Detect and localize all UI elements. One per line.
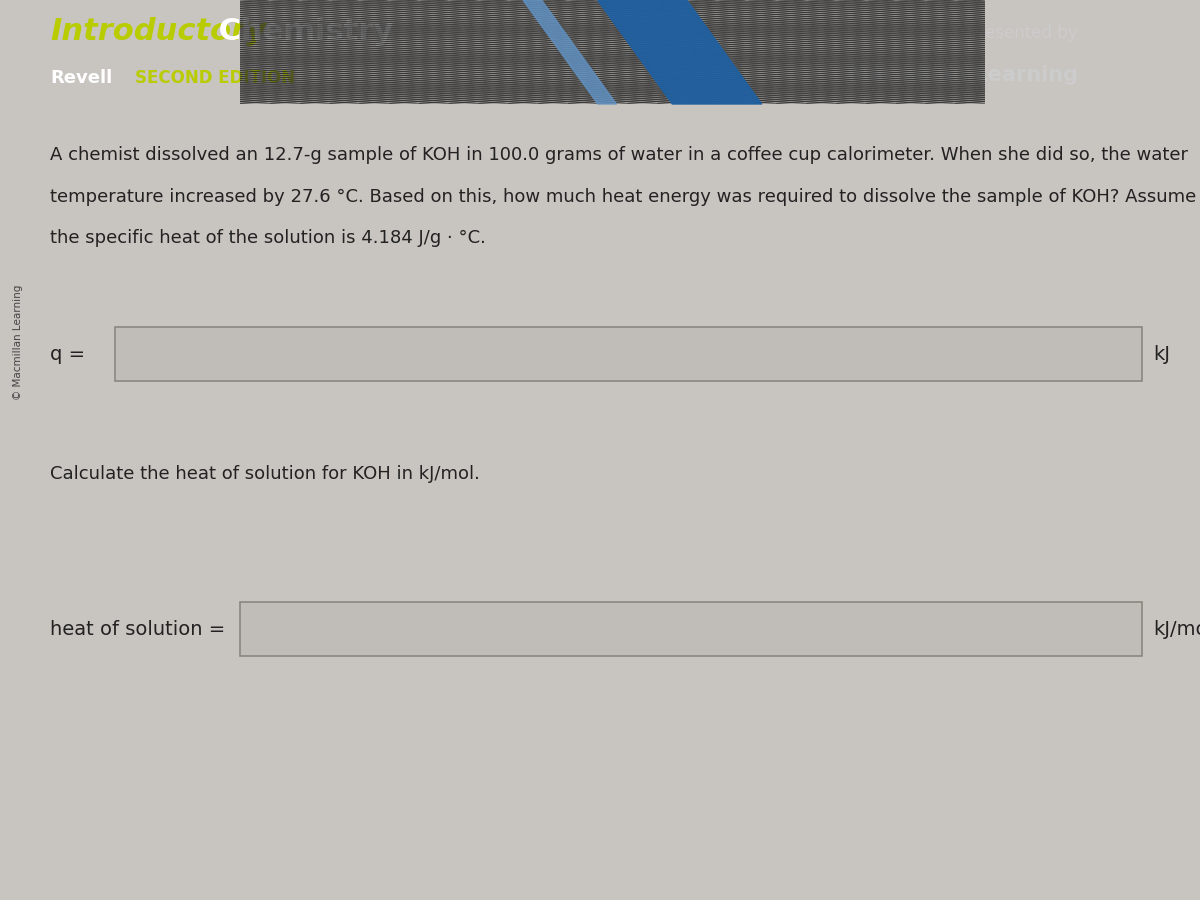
Text: q =: q = (50, 345, 85, 364)
Text: kJ/mol: kJ/mol (1153, 620, 1200, 639)
Text: presented by: presented by (968, 24, 1078, 42)
Text: kJ: kJ (1153, 345, 1170, 364)
Text: © Macmillan Learning: © Macmillan Learning (13, 284, 23, 400)
Text: Macmillan Learning: Macmillan Learning (847, 65, 1078, 85)
Text: Calculate the heat of solution for KOH in kJ/mol.: Calculate the heat of solution for KOH i… (50, 465, 480, 483)
Text: SECOND EDITION: SECOND EDITION (134, 68, 295, 86)
Text: the specific heat of the solution is 4.184 J/g · °C.: the specific heat of the solution is 4.1… (50, 230, 486, 248)
Text: temperature increased by 27.6 °C. Based on this, how much heat energy was requir: temperature increased by 27.6 °C. Based … (50, 188, 1196, 206)
FancyBboxPatch shape (115, 328, 1142, 382)
Text: Revell: Revell (50, 68, 113, 86)
Text: Introductory: Introductory (50, 16, 266, 46)
Text: Chemistry: Chemistry (209, 16, 394, 46)
Text: heat of solution =: heat of solution = (50, 620, 226, 639)
Text: A chemist dissolved an 12.7-g sample of KOH in 100.0 grams of water in a coffee : A chemist dissolved an 12.7-g sample of … (50, 147, 1188, 165)
FancyBboxPatch shape (240, 602, 1142, 656)
